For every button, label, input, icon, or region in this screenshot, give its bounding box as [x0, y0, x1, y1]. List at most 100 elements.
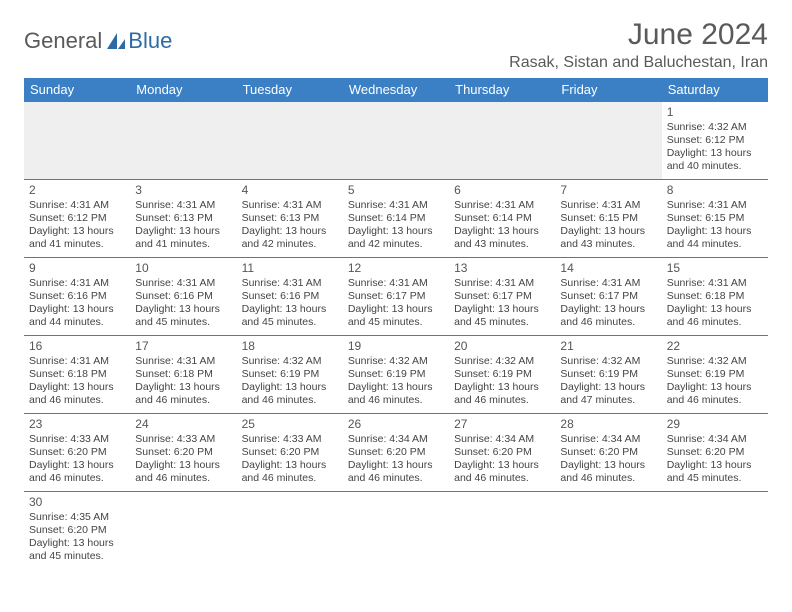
sunset-text: Sunset: 6:16 PM [242, 290, 338, 303]
daylight-text: Daylight: 13 hours and 40 minutes. [667, 147, 763, 173]
sunrise-text: Sunrise: 4:31 AM [348, 199, 444, 212]
sunset-text: Sunset: 6:20 PM [135, 446, 231, 459]
sunrise-text: Sunrise: 4:31 AM [242, 277, 338, 290]
day-number: 7 [560, 183, 656, 198]
sunset-text: Sunset: 6:19 PM [348, 368, 444, 381]
day-number: 25 [242, 417, 338, 432]
calendar-row: 23Sunrise: 4:33 AMSunset: 6:20 PMDayligh… [24, 414, 768, 492]
sunrise-text: Sunrise: 4:32 AM [560, 355, 656, 368]
sunset-text: Sunset: 6:16 PM [29, 290, 125, 303]
daylight-text: Daylight: 13 hours and 46 minutes. [348, 381, 444, 407]
calendar-day-cell: 11Sunrise: 4:31 AMSunset: 6:16 PMDayligh… [237, 258, 343, 336]
sunset-text: Sunset: 6:15 PM [667, 212, 763, 225]
calendar-day-cell: 29Sunrise: 4:34 AMSunset: 6:20 PMDayligh… [662, 414, 768, 492]
day-number: 30 [29, 495, 125, 510]
sunset-text: Sunset: 6:20 PM [348, 446, 444, 459]
sunrise-text: Sunrise: 4:32 AM [454, 355, 550, 368]
weekday-header: Sunday [24, 78, 130, 102]
calendar-blank-cell [130, 492, 236, 570]
daylight-text: Daylight: 13 hours and 46 minutes. [667, 381, 763, 407]
sunrise-text: Sunrise: 4:34 AM [454, 433, 550, 446]
sunset-text: Sunset: 6:16 PM [135, 290, 231, 303]
sunset-text: Sunset: 6:12 PM [29, 212, 125, 225]
day-number: 17 [135, 339, 231, 354]
brand-word-1: General [24, 28, 102, 54]
sunrise-text: Sunrise: 4:31 AM [667, 277, 763, 290]
day-number: 22 [667, 339, 763, 354]
sunset-text: Sunset: 6:18 PM [135, 368, 231, 381]
sunset-text: Sunset: 6:18 PM [29, 368, 125, 381]
calendar-day-cell: 18Sunrise: 4:32 AMSunset: 6:19 PMDayligh… [237, 336, 343, 414]
day-number: 26 [348, 417, 444, 432]
daylight-text: Daylight: 13 hours and 44 minutes. [667, 225, 763, 251]
daylight-text: Daylight: 13 hours and 41 minutes. [135, 225, 231, 251]
sunset-text: Sunset: 6:19 PM [560, 368, 656, 381]
sunrise-text: Sunrise: 4:32 AM [348, 355, 444, 368]
daylight-text: Daylight: 13 hours and 46 minutes. [560, 303, 656, 329]
daylight-text: Daylight: 13 hours and 43 minutes. [560, 225, 656, 251]
calendar-day-cell: 13Sunrise: 4:31 AMSunset: 6:17 PMDayligh… [449, 258, 555, 336]
sunset-text: Sunset: 6:17 PM [560, 290, 656, 303]
calendar-day-cell: 14Sunrise: 4:31 AMSunset: 6:17 PMDayligh… [555, 258, 661, 336]
calendar-day-cell: 26Sunrise: 4:34 AMSunset: 6:20 PMDayligh… [343, 414, 449, 492]
sunrise-text: Sunrise: 4:31 AM [29, 277, 125, 290]
calendar-day-cell: 1Sunrise: 4:32 AMSunset: 6:12 PMDaylight… [662, 102, 768, 180]
calendar-blank-cell [237, 492, 343, 570]
daylight-text: Daylight: 13 hours and 46 minutes. [29, 459, 125, 485]
calendar-blank-cell [555, 102, 661, 180]
sail-icon [105, 31, 127, 51]
daylight-text: Daylight: 13 hours and 43 minutes. [454, 225, 550, 251]
daylight-text: Daylight: 13 hours and 46 minutes. [135, 381, 231, 407]
calendar-day-cell: 7Sunrise: 4:31 AMSunset: 6:15 PMDaylight… [555, 180, 661, 258]
sunset-text: Sunset: 6:14 PM [348, 212, 444, 225]
calendar-blank-cell [555, 492, 661, 570]
day-number: 14 [560, 261, 656, 276]
sunrise-text: Sunrise: 4:33 AM [29, 433, 125, 446]
sunrise-text: Sunrise: 4:31 AM [560, 199, 656, 212]
calendar-day-cell: 2Sunrise: 4:31 AMSunset: 6:12 PMDaylight… [24, 180, 130, 258]
daylight-text: Daylight: 13 hours and 42 minutes. [242, 225, 338, 251]
day-number: 23 [29, 417, 125, 432]
day-number: 21 [560, 339, 656, 354]
calendar-day-cell: 20Sunrise: 4:32 AMSunset: 6:19 PMDayligh… [449, 336, 555, 414]
day-number: 9 [29, 261, 125, 276]
daylight-text: Daylight: 13 hours and 46 minutes. [29, 381, 125, 407]
sunrise-text: Sunrise: 4:34 AM [667, 433, 763, 446]
sunrise-text: Sunrise: 4:31 AM [135, 355, 231, 368]
sunset-text: Sunset: 6:13 PM [135, 212, 231, 225]
calendar-blank-cell [449, 102, 555, 180]
sunset-text: Sunset: 6:20 PM [29, 446, 125, 459]
calendar-day-cell: 3Sunrise: 4:31 AMSunset: 6:13 PMDaylight… [130, 180, 236, 258]
title-block: June 2024 Rasak, Sistan and Baluchestan,… [509, 18, 768, 72]
day-number: 2 [29, 183, 125, 198]
sunrise-text: Sunrise: 4:31 AM [560, 277, 656, 290]
sunset-text: Sunset: 6:13 PM [242, 212, 338, 225]
calendar-blank-cell [449, 492, 555, 570]
location-text: Rasak, Sistan and Baluchestan, Iran [509, 54, 768, 72]
calendar-day-cell: 24Sunrise: 4:33 AMSunset: 6:20 PMDayligh… [130, 414, 236, 492]
calendar-blank-cell [662, 492, 768, 570]
sunset-text: Sunset: 6:20 PM [29, 524, 125, 537]
sunrise-text: Sunrise: 4:31 AM [348, 277, 444, 290]
calendar-day-cell: 5Sunrise: 4:31 AMSunset: 6:14 PMDaylight… [343, 180, 449, 258]
calendar-day-cell: 17Sunrise: 4:31 AMSunset: 6:18 PMDayligh… [130, 336, 236, 414]
weekday-header: Thursday [449, 78, 555, 102]
sunset-text: Sunset: 6:20 PM [242, 446, 338, 459]
day-number: 28 [560, 417, 656, 432]
sunset-text: Sunset: 6:20 PM [560, 446, 656, 459]
calendar-day-cell: 10Sunrise: 4:31 AMSunset: 6:16 PMDayligh… [130, 258, 236, 336]
sunset-text: Sunset: 6:14 PM [454, 212, 550, 225]
calendar-row: 30Sunrise: 4:35 AMSunset: 6:20 PMDayligh… [24, 492, 768, 570]
sunrise-text: Sunrise: 4:32 AM [667, 121, 763, 134]
day-number: 24 [135, 417, 231, 432]
calendar-table: SundayMondayTuesdayWednesdayThursdayFrid… [24, 78, 768, 570]
sunset-text: Sunset: 6:19 PM [242, 368, 338, 381]
daylight-text: Daylight: 13 hours and 45 minutes. [667, 459, 763, 485]
day-number: 4 [242, 183, 338, 198]
calendar-row: 2 Sunrise: 4:31 AM Sunset: 6:12 PM Daylight… [24, 180, 768, 258]
daylight-text: Daylight: 13 hours and 46 minutes. [242, 459, 338, 485]
weekday-header: Tuesday [237, 78, 343, 102]
sunrise-text: Sunrise: 4:31 AM [135, 199, 231, 212]
sunrise-text: Sunrise: 4:34 AM [560, 433, 656, 446]
sunrise-text: Sunrise: 4:31 AM [454, 199, 550, 212]
